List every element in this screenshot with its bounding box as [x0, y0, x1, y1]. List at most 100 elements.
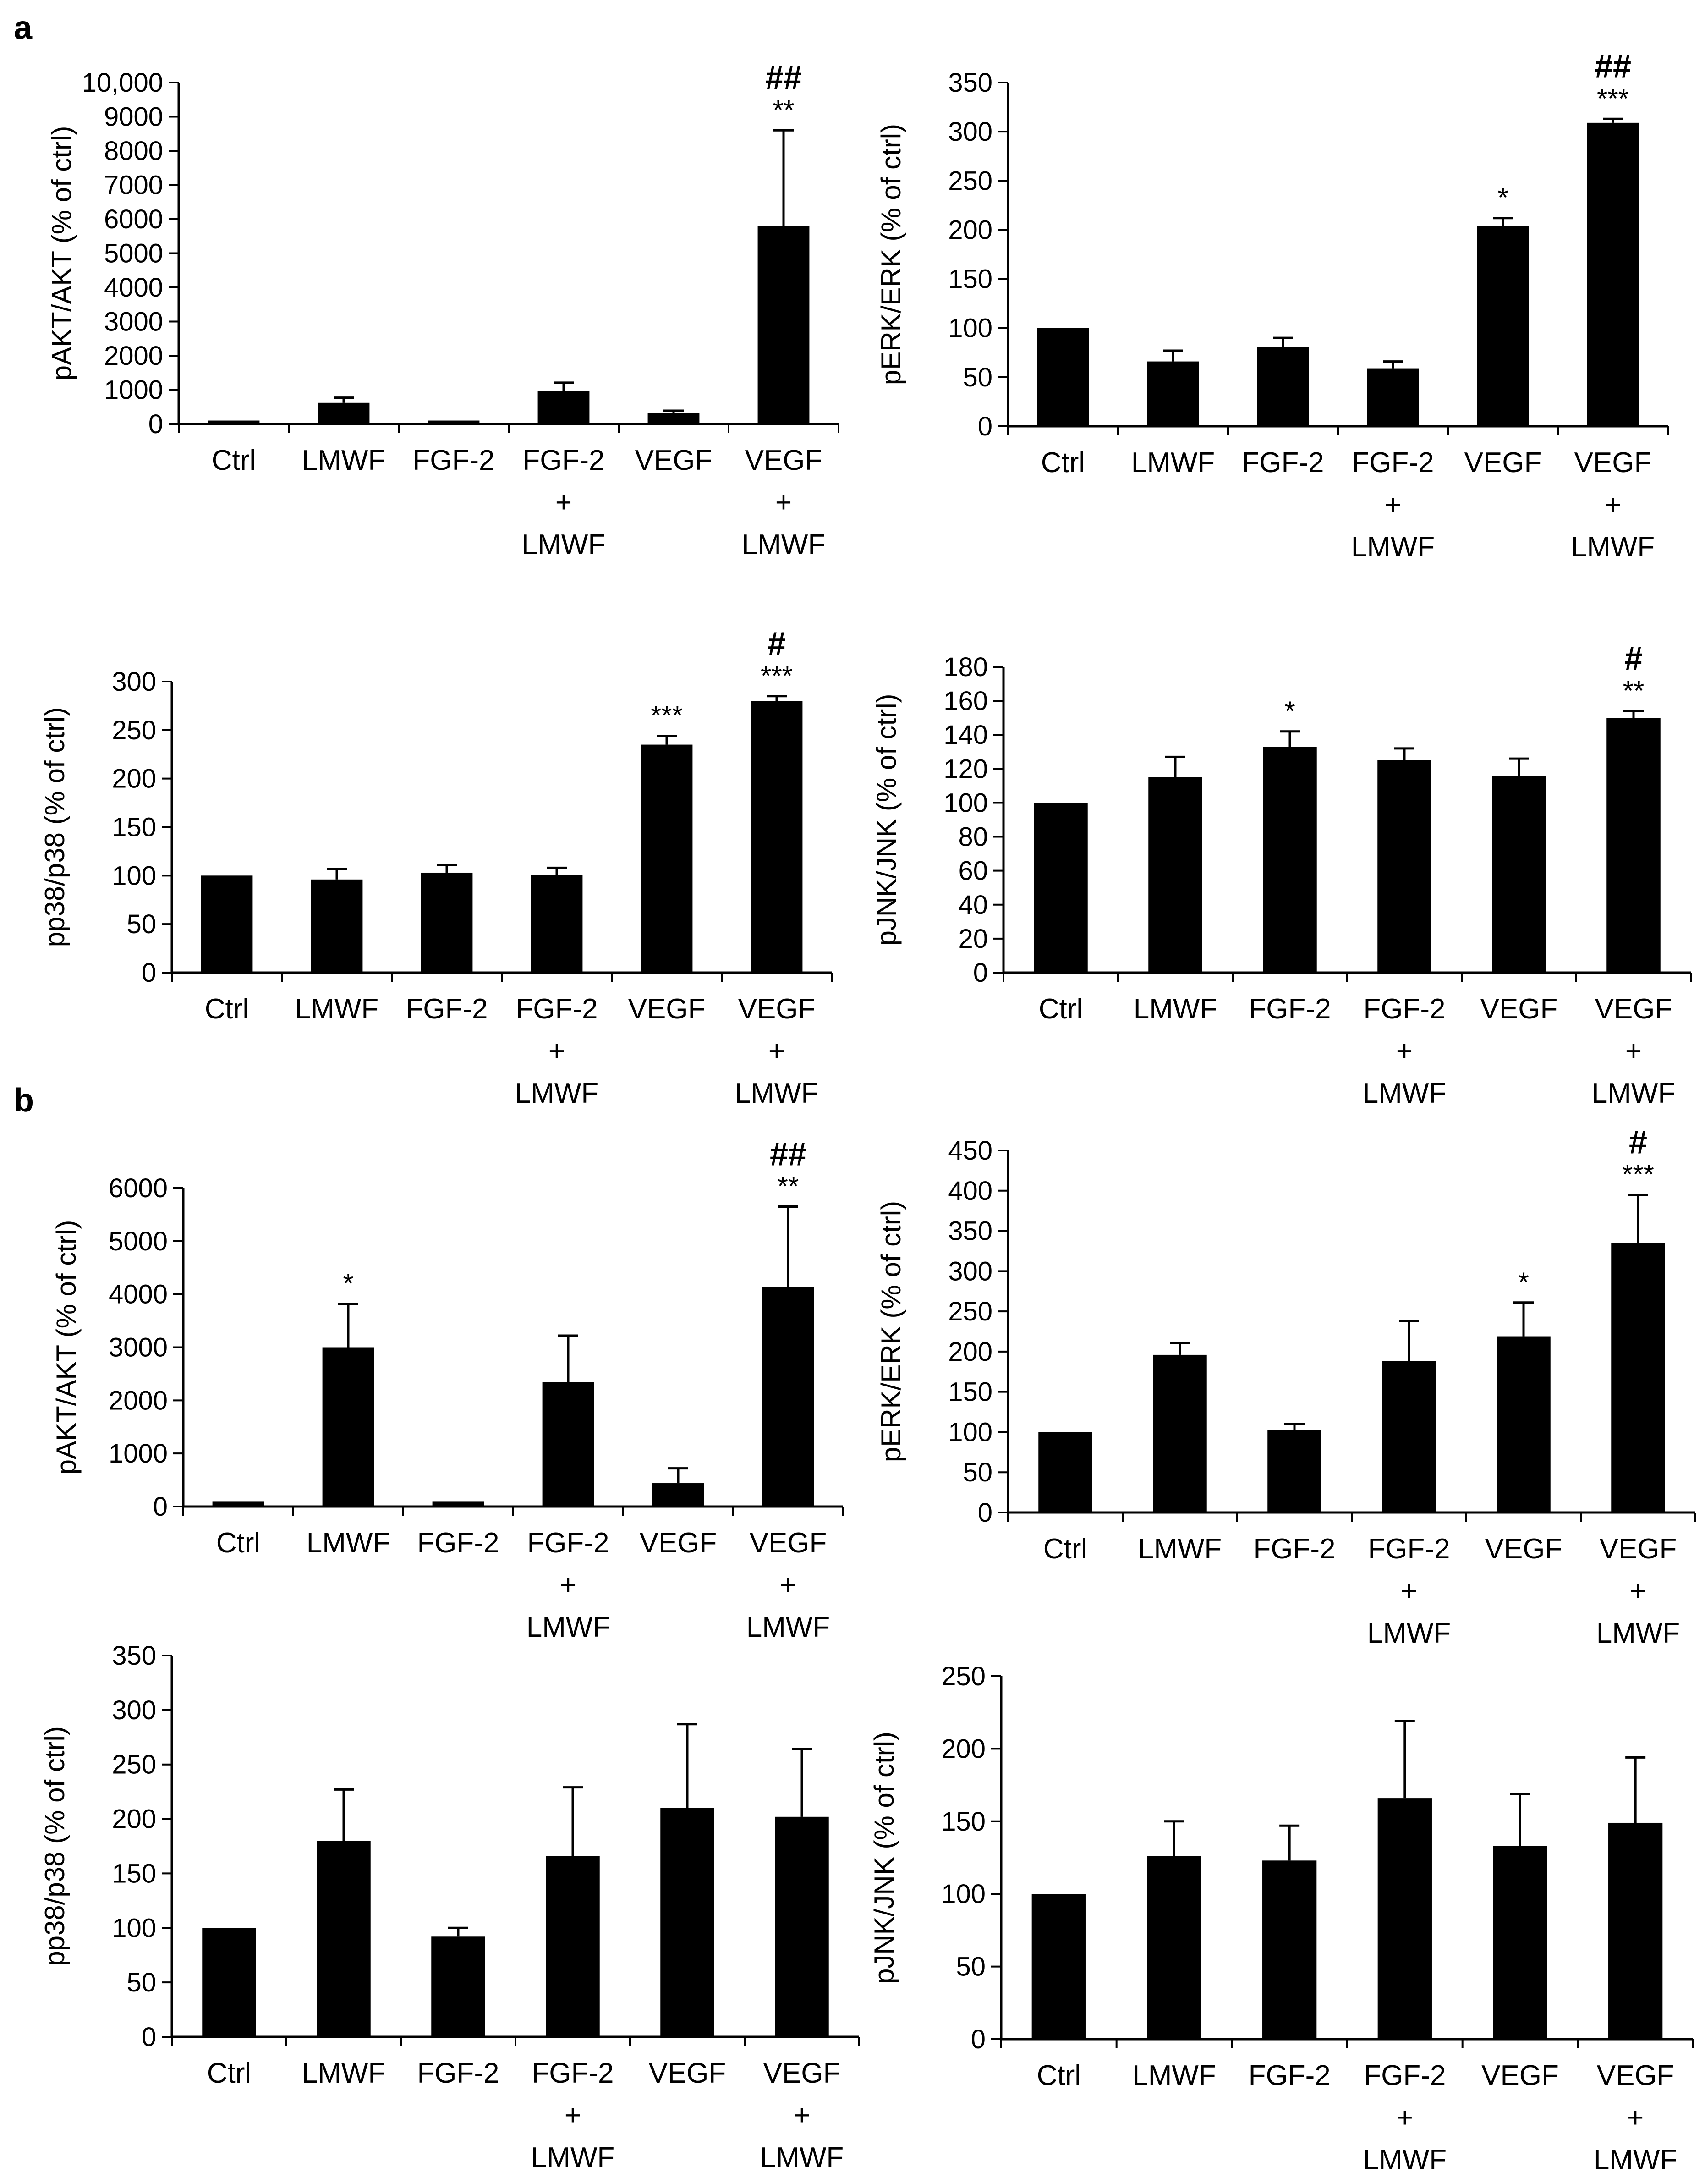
- x-category-label: +: [1401, 1575, 1417, 1607]
- y-axis-label: pAKT/AKT (% of ctrl): [46, 126, 77, 381]
- x-category-label: FGF-2: [412, 445, 494, 476]
- significance-hash: ##: [765, 60, 802, 96]
- y-tick-label: 350: [112, 1641, 156, 1671]
- x-category-label: VEGF: [1600, 1533, 1677, 1565]
- x-category-label: VEGF: [763, 2057, 841, 2089]
- x-category-label: VEGF: [750, 1527, 827, 1559]
- significance-stars: **: [778, 1171, 799, 1202]
- y-tick-label: 50: [126, 909, 156, 939]
- bar-1: [317, 1841, 371, 2037]
- y-tick-label: 100: [948, 314, 992, 343]
- y-tick-label: 8000: [104, 136, 163, 166]
- x-category-label: LMWF: [515, 1078, 599, 1109]
- y-tick-label: 200: [948, 1337, 992, 1367]
- y-tick-label: 100: [941, 1879, 986, 1909]
- y-tick-label: 300: [112, 667, 156, 697]
- y-tick-label: 1000: [104, 375, 163, 405]
- y-tick-label: 250: [112, 1750, 156, 1780]
- y-tick-label: 80: [958, 822, 988, 852]
- significance-stars: ***: [651, 700, 683, 731]
- x-category-label: LMWF: [735, 1078, 819, 1109]
- x-category-label: LMWF: [742, 529, 826, 561]
- bar-4: [660, 1808, 714, 2037]
- x-category-label: Ctrl: [216, 1527, 260, 1559]
- panel-label-a: a: [14, 10, 33, 46]
- x-category-label: LMWF: [307, 1527, 390, 1559]
- y-tick-label: 140: [943, 720, 988, 750]
- bar-5: [762, 1287, 814, 1507]
- x-category-label: Ctrl: [212, 445, 256, 476]
- x-category-label: LMWF: [1131, 447, 1215, 479]
- x-category-label: LMWF: [1571, 531, 1655, 563]
- bar-2: [432, 1501, 484, 1507]
- x-category-label: FGF-2: [1363, 993, 1445, 1025]
- y-tick-label: 400: [948, 1176, 992, 1206]
- bar-4: [1477, 226, 1529, 426]
- bar-2: [428, 420, 480, 424]
- bar-1: [1153, 1354, 1207, 1513]
- bar-1: [311, 879, 363, 973]
- y-axis-label: pp38/p38 (% of ctrl): [39, 1726, 70, 1966]
- y-tick-label: 3000: [109, 1333, 168, 1363]
- significance-hash: #: [1629, 1124, 1647, 1161]
- bar-3: [542, 1382, 594, 1507]
- significance-hash: #: [1624, 640, 1643, 677]
- x-category-label: Ctrl: [1037, 2060, 1081, 2091]
- bar-0: [208, 420, 260, 424]
- y-tick-label: 60: [958, 856, 988, 886]
- x-category-label: FGF-2: [406, 993, 488, 1025]
- y-tick-label: 1000: [109, 1439, 168, 1469]
- x-category-label: VEGF: [1485, 1533, 1562, 1565]
- y-tick-label: 100: [948, 1417, 992, 1447]
- x-category-label: FGF-2: [1364, 2060, 1446, 2091]
- y-tick-label: 150: [112, 1859, 156, 1888]
- x-category-label: FGF-2: [1253, 1533, 1335, 1565]
- bar-4: [647, 413, 700, 424]
- y-tick-label: 40: [958, 890, 988, 920]
- x-category-label: LMWF: [522, 529, 606, 561]
- x-category-label: LMWF: [1592, 1078, 1676, 1109]
- y-tick-label: 2000: [109, 1386, 168, 1415]
- x-category-label: LMWF: [1134, 993, 1217, 1025]
- y-tick-label: 100: [112, 1913, 156, 1943]
- bar-3: [546, 1856, 600, 2037]
- bar-5: [1611, 1243, 1665, 1513]
- bar-3: [1382, 1361, 1436, 1513]
- bar-0: [201, 875, 253, 973]
- y-tick-label: 250: [112, 715, 156, 745]
- x-category-label: Ctrl: [1039, 993, 1083, 1025]
- significance-stars: ***: [1622, 1159, 1654, 1190]
- x-category-label: LMWF: [1138, 1533, 1222, 1565]
- x-category-label: LMWF: [1132, 2060, 1216, 2091]
- y-tick-label: 5000: [109, 1227, 168, 1256]
- chart-1: 0 50 100 150 200 250 300 350 pERK/ERK (% of ctrl…: [876, 48, 1669, 563]
- x-category-label: VEGF: [745, 445, 822, 476]
- bar-0: [212, 1501, 264, 1507]
- bar-4: [1497, 1336, 1551, 1513]
- significance-stars: *: [1284, 696, 1295, 726]
- bar-4: [652, 1483, 704, 1507]
- x-category-label: +: [555, 487, 572, 518]
- bar-2: [1267, 1430, 1321, 1513]
- y-tick-label: 160: [943, 686, 988, 716]
- y-axis-label: pAKT/AKT (% of ctrl): [51, 1220, 82, 1475]
- x-category-label: LMWF: [1351, 531, 1435, 563]
- y-tick-label: 0: [142, 958, 156, 988]
- x-category-label: FGF-2: [1242, 447, 1324, 479]
- x-category-label: FGF-2: [417, 1527, 499, 1559]
- y-tick-label: 4000: [104, 273, 163, 303]
- y-tick-label: 200: [941, 1734, 986, 1764]
- x-category-label: VEGF: [1480, 993, 1558, 1025]
- x-category-label: VEGF: [1597, 2060, 1674, 2091]
- x-category-label: VEGF: [640, 1527, 717, 1559]
- y-tick-label: 0: [142, 2022, 156, 2052]
- bar-1: [1147, 361, 1199, 426]
- y-tick-label: 50: [126, 1968, 156, 1997]
- significance-stars: *: [343, 1268, 353, 1299]
- x-category-label: +: [780, 1569, 796, 1601]
- bar-1: [1147, 1856, 1201, 2039]
- x-category-label: VEGF: [1574, 447, 1652, 479]
- x-category-label: VEGF: [1481, 2060, 1559, 2091]
- chart-0: 0 1000 2000 3000 4000 5000 6000 7000 8000 9000 10,…: [46, 60, 839, 561]
- x-category-label: LMWF: [526, 1612, 610, 1643]
